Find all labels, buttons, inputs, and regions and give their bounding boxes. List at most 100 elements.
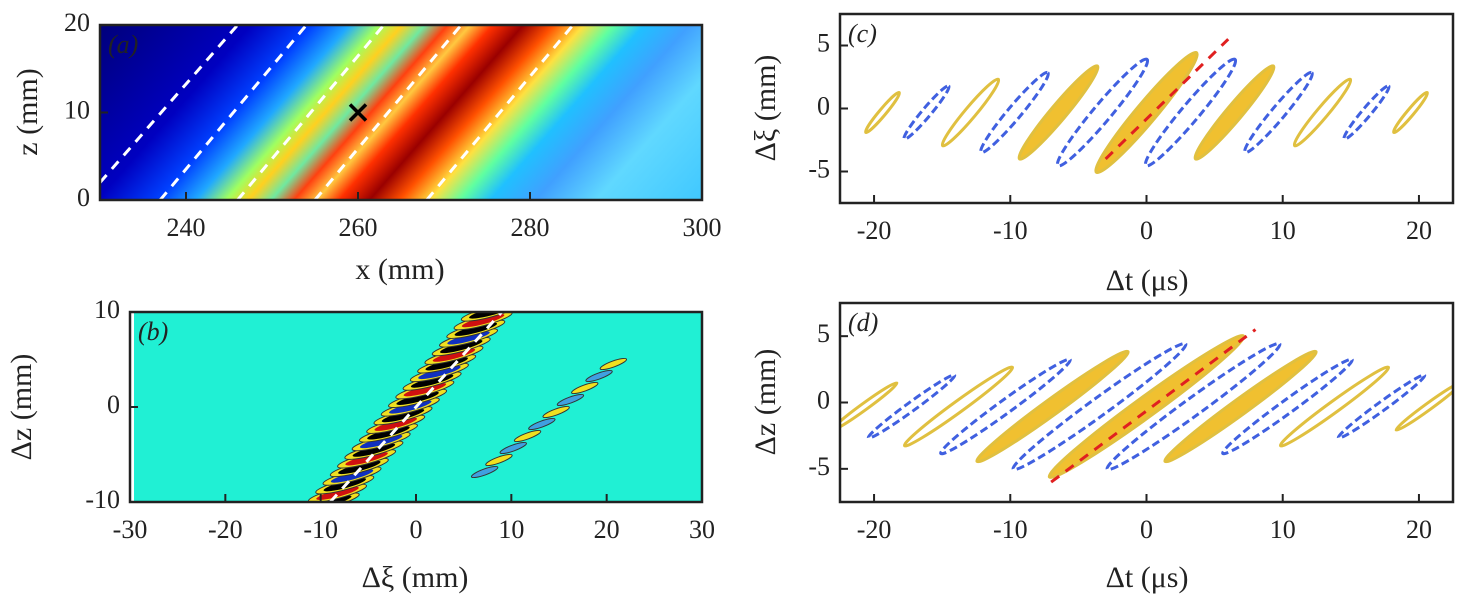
contour <box>470 465 499 479</box>
contour <box>513 429 542 443</box>
x-axis-label: x (mm) <box>355 253 444 286</box>
x-tick-label: -10 <box>303 515 338 544</box>
contour <box>1163 349 1318 464</box>
dashed-line <box>236 25 385 200</box>
contour <box>403 383 447 397</box>
panel: -30 -20 -10 0 10 20 30 -10 0 10 Δξ (mm) Δz (mm) (b) <box>5 295 715 594</box>
x-tick-label: 30 <box>689 515 715 544</box>
dashed-line <box>425 25 575 200</box>
panel-label: (c) <box>848 19 877 48</box>
y-tick-label: 0 <box>77 183 90 212</box>
panel: -20 -10 0 10 20 -5 0 5 Δt (μs) Δz (mm) (d) <box>749 301 1455 594</box>
contour <box>345 452 388 466</box>
contour <box>1392 90 1429 135</box>
x-tick-label: -20 <box>857 216 892 245</box>
contour <box>840 381 899 432</box>
x-tick-label: 240 <box>167 213 206 242</box>
x-tick-label: -20 <box>208 515 243 544</box>
y-tick-label: 10 <box>94 295 120 324</box>
contour <box>1105 341 1282 472</box>
contour <box>381 409 425 423</box>
x-axis-label: Δξ (mm) <box>362 561 469 594</box>
contour <box>338 460 381 475</box>
contour <box>425 357 468 371</box>
contour <box>469 312 512 319</box>
x-tick-label: 20 <box>1406 216 1432 245</box>
x-tick-label: -10 <box>993 216 1028 245</box>
contour <box>1047 334 1246 479</box>
panel: -20 -10 0 10 20 -5 0 5 Δt (μs) Δξ (mm) (c) <box>749 12 1455 297</box>
y-tick-label: 10 <box>64 95 90 124</box>
y-tick-label: 20 <box>64 8 90 37</box>
contour <box>1017 64 1100 161</box>
plot-area <box>100 25 702 200</box>
contour <box>940 77 1001 148</box>
contour <box>1342 84 1391 141</box>
contour <box>556 393 585 407</box>
contour <box>1011 341 1188 472</box>
contour <box>367 426 410 440</box>
y-tick-label: 0 <box>817 91 830 120</box>
contour <box>866 373 957 440</box>
contour <box>1193 64 1276 161</box>
contour <box>461 314 505 328</box>
y-axis-label: Δz (mm) <box>749 349 782 456</box>
contour <box>499 441 527 455</box>
contour <box>447 331 490 345</box>
contour <box>902 365 1015 448</box>
dashed-line <box>1050 328 1257 484</box>
x-axis-label: Δt (μs) <box>1106 561 1189 594</box>
dashed-line <box>313 25 463 200</box>
y-tick-label: 0 <box>107 390 120 419</box>
x-tick-label: -20 <box>857 515 892 544</box>
contour <box>454 322 498 336</box>
contour <box>1394 381 1453 432</box>
plot-area <box>134 312 702 502</box>
y-tick-label: -5 <box>808 452 830 481</box>
panel-label: (d) <box>848 308 878 337</box>
x-tick-label: 0 <box>410 515 423 544</box>
x-axis-label: Δt (μs) <box>1106 264 1189 297</box>
contour <box>902 84 951 141</box>
contour <box>1336 373 1427 440</box>
contour <box>374 417 417 431</box>
contour <box>1292 77 1353 148</box>
contour <box>308 495 352 502</box>
contour <box>418 365 461 380</box>
panel: 240 260 280 300 0 10 20 x (mm) z (mm) (a) <box>11 8 722 286</box>
contour <box>1278 365 1391 448</box>
x-tick-label: 10 <box>1270 515 1296 544</box>
y-axis-label: Δξ (mm) <box>749 55 782 162</box>
contour <box>599 357 628 371</box>
x-tick-label: 300 <box>683 213 722 242</box>
y-tick-label: -10 <box>85 485 120 514</box>
x-tick-label: 260 <box>339 213 378 242</box>
contour <box>571 381 599 395</box>
x-tick-label: 0 <box>1140 216 1153 245</box>
plot-area <box>864 38 1429 175</box>
heatmap-field <box>100 25 702 200</box>
contour <box>330 469 374 483</box>
contour <box>359 434 403 449</box>
x-tick-label: -30 <box>113 515 148 544</box>
contour <box>439 339 483 354</box>
marker <box>348 103 368 122</box>
y-axis-label: z (mm) <box>11 68 44 155</box>
y-axis-label: Δz (mm) <box>5 354 38 461</box>
x-tick-label: 0 <box>1140 515 1153 544</box>
y-tick-label: -5 <box>808 154 830 183</box>
contour <box>528 417 556 431</box>
panel-label: (a) <box>108 30 138 59</box>
y-tick-label: 5 <box>817 28 830 57</box>
x-tick-label: 10 <box>1270 216 1296 245</box>
x-tick-label: 280 <box>511 213 550 242</box>
contour <box>316 486 359 500</box>
contour <box>1143 57 1238 168</box>
contour <box>1055 57 1150 168</box>
contour <box>352 443 396 457</box>
y-tick-label: 0 <box>817 385 830 414</box>
contour <box>585 369 613 383</box>
x-tick-label: 10 <box>498 515 524 544</box>
dashed-line <box>329 312 503 502</box>
